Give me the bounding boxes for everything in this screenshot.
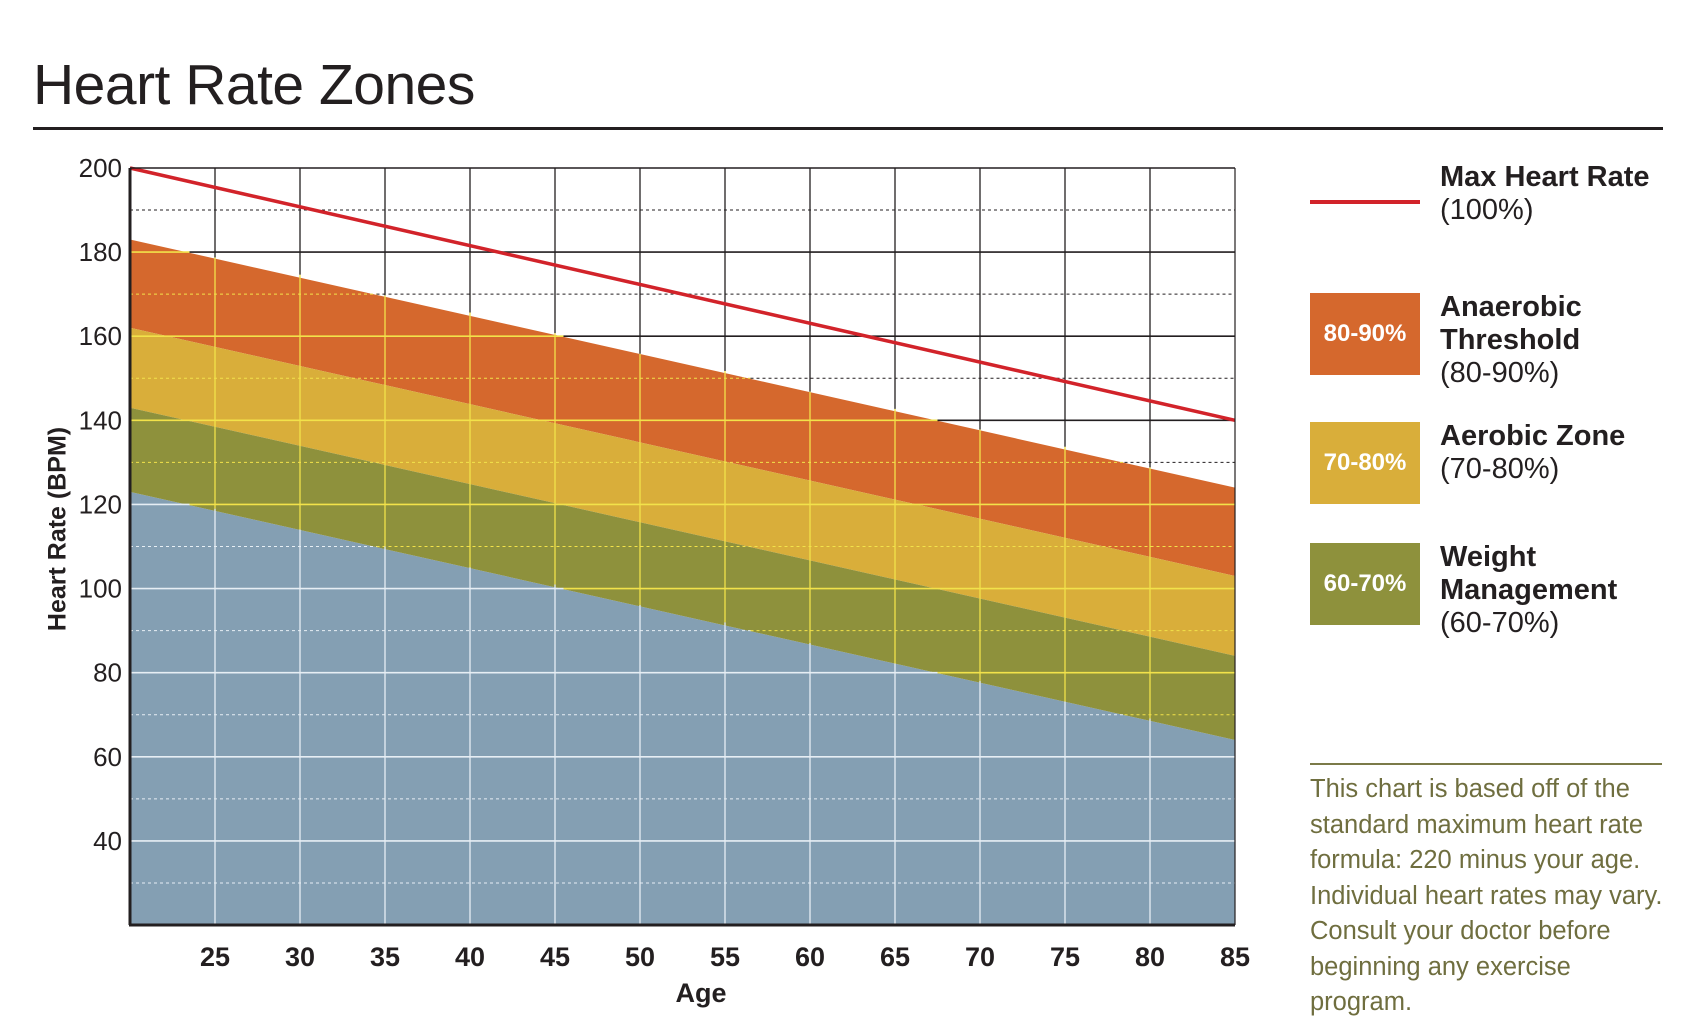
x-tick-label: 30 [285,942,315,972]
resting-zone-area [130,491,1235,925]
legend-label: Weight Management [1440,541,1618,606]
legend-percent: (100%) [1440,194,1534,226]
max-heart-rate-line [129,166,1236,423]
weight-management-band [130,407,1235,740]
x-tick-label: 85 [1220,942,1250,972]
legend-percent: (60-70%) [1440,607,1560,639]
disclaimer-note: This chart is based off of the standard … [1310,775,1663,1016]
x-tick-label: 25 [200,942,230,972]
note-divider [1310,763,1662,765]
legend-label: Aerobic Zone [1440,420,1626,452]
y-axis-title: Heart Rate (BPM) [43,426,72,632]
legend-percent: (80-90%) [1440,357,1560,389]
x-axis-title: Age [675,978,727,1008]
x-tick-label: 45 [540,942,570,972]
anaerobic-band [130,239,1235,576]
y-tick-label: 140 [79,405,122,435]
x-tick-label: 55 [710,942,740,972]
y-tick-label: 80 [93,658,122,688]
y-tick-label: 40 [93,826,122,856]
x-tick-label: 40 [455,942,485,972]
legend-weight-swatch: 60-70% [1310,543,1420,625]
x-tick-label: 50 [625,942,655,972]
y-tick-label: 60 [93,742,122,772]
legend-aerobic-swatch: 70-80% [1310,422,1420,504]
y-tick-label: 120 [79,489,122,519]
legend-label: Max Heart Rate [1440,161,1650,193]
x-tick-label: 80 [1135,942,1165,972]
x-tick-label: 35 [370,942,400,972]
title-divider [33,127,1663,130]
x-tick-label: 70 [965,942,995,972]
legend-item-weight-management: 60-70% Weight Management (60-70%) [1310,541,1690,653]
y-tick-label: 100 [79,574,122,604]
legend-item-max-heart-rate: Max Heart Rate (100%) [1310,161,1690,273]
x-tick-label: 60 [795,942,825,972]
legend-percent: (70-80%) [1440,453,1560,485]
y-tick-label: 200 [79,153,122,183]
chart-title: Heart Rate Zones [33,53,475,117]
legend-label: Anaerobic Threshold [1440,291,1582,356]
y-tick-label: 160 [79,321,122,351]
y-tick-label: 180 [79,237,122,267]
aerobic-band [130,327,1235,656]
legend-item-anaerobic: 80-90% Anaerobic Threshold (80-90%) [1310,291,1690,403]
legend-max-line-swatch [1310,200,1420,204]
legend-anaerobic-swatch: 80-90% [1310,293,1420,375]
x-tick-label: 75 [1050,942,1080,972]
legend-item-aerobic: 70-80% Aerobic Zone (70-80%) [1310,420,1690,532]
x-tick-label: 65 [880,942,910,972]
